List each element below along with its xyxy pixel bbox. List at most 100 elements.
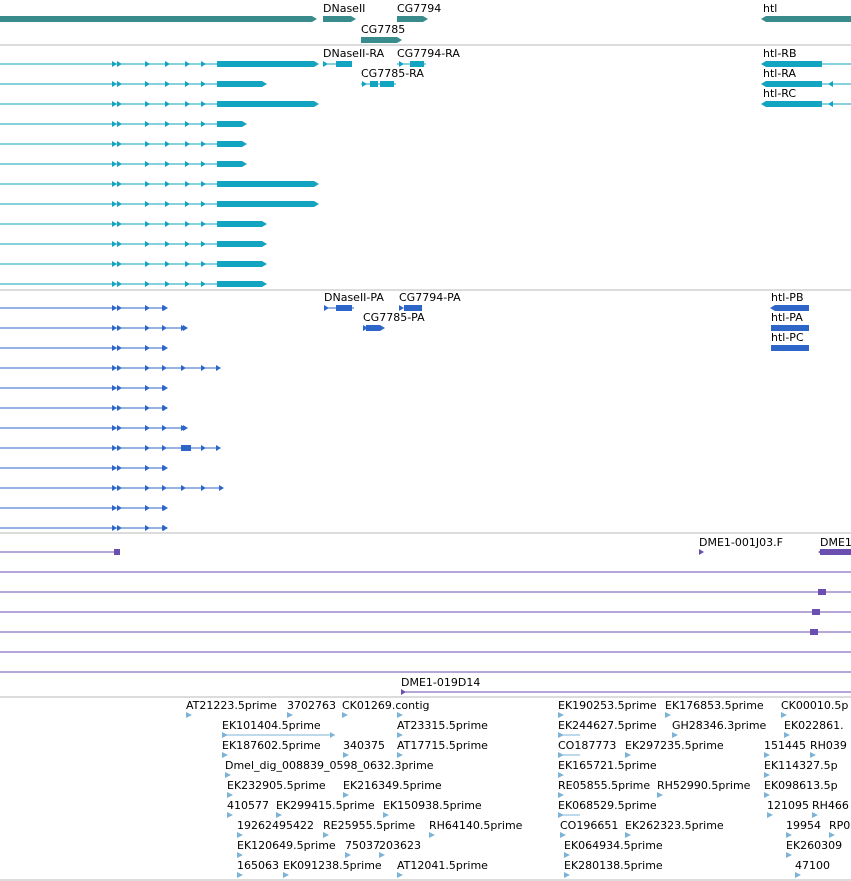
est-label[interactable]: 340375: [343, 739, 385, 752]
est-label[interactable]: EK101404.5prime: [222, 719, 321, 732]
est-glyph[interactable]: [810, 752, 816, 758]
exon-block[interactable]: [370, 81, 378, 87]
est-glyph[interactable]: [397, 872, 403, 878]
est-glyph[interactable]: [379, 852, 385, 858]
est-glyph[interactable]: [429, 832, 435, 838]
exon-block[interactable]: [217, 201, 314, 207]
gene-bar[interactable]: [361, 37, 397, 43]
est-label[interactable]: EK280138.5prime: [564, 859, 663, 872]
est-glyph[interactable]: [764, 792, 770, 798]
est-glyph[interactable]: [829, 832, 835, 838]
est-label[interactable]: CK00010.5p: [781, 699, 849, 712]
est-label[interactable]: 203623: [379, 839, 421, 852]
est-glyph[interactable]: [657, 792, 663, 798]
exon-block[interactable]: [217, 61, 314, 67]
clone-label-dme1-019d14[interactable]: DME1-019D14: [401, 676, 481, 689]
est-label[interactable]: EK150938.5prime: [383, 799, 482, 812]
est-glyph[interactable]: [558, 792, 564, 798]
est-glyph[interactable]: [795, 872, 801, 878]
transcript-label-cg7794-ra[interactable]: CG7794-RA: [397, 47, 460, 60]
transcript-label-dnaseii-ra[interactable]: DNaseII-RA: [323, 47, 385, 60]
exon-block[interactable]: [217, 121, 242, 127]
exon-block[interactable]: [336, 61, 352, 67]
clone-label-dme1[interactable]: DME1: [820, 536, 851, 549]
est-glyph[interactable]: [812, 812, 818, 818]
est-glyph[interactable]: [767, 812, 773, 818]
exon-block[interactable]: [410, 61, 424, 67]
clone-end[interactable]: [810, 629, 818, 635]
est-glyph[interactable]: [342, 712, 348, 718]
est-label[interactable]: EK120649.5prime: [237, 839, 336, 852]
est-label[interactable]: EK091238.5prime: [283, 859, 382, 872]
exon-block[interactable]: [775, 305, 809, 311]
est-label[interactable]: Dmel_dig_008839_0598_0632.3prime: [225, 759, 434, 772]
exon-block[interactable]: [217, 221, 262, 227]
est-glyph[interactable]: [625, 832, 631, 838]
est-glyph[interactable]: [186, 712, 192, 718]
est-glyph[interactable]: [227, 792, 233, 798]
est-label[interactable]: RH52990.5prime: [657, 779, 751, 792]
est-label[interactable]: 3702763: [287, 699, 336, 712]
transcript-label-htl-rc[interactable]: htl-RC: [763, 87, 797, 100]
exon-block[interactable]: [217, 81, 262, 87]
exon-block[interactable]: [217, 261, 262, 267]
est-label[interactable]: EK216349.5prime: [343, 779, 442, 792]
est-glyph[interactable]: [343, 792, 349, 798]
est-label[interactable]: CK01269.contig: [342, 699, 430, 712]
est-label[interactable]: AT12041.5prime: [397, 859, 488, 872]
protein-label-htl-pa[interactable]: htl-PA: [771, 311, 803, 324]
exon-block[interactable]: [771, 345, 809, 351]
protein-label-cg7794-pa[interactable]: CG7794-PA: [399, 291, 461, 304]
exon-block[interactable]: [766, 61, 822, 67]
est-label[interactable]: EK244627.5prime: [558, 719, 657, 732]
est-label[interactable]: CO187773: [558, 739, 617, 752]
est-label[interactable]: 19262495422: [237, 819, 314, 832]
est-glyph[interactable]: [781, 712, 787, 718]
gene-label-dnaseii[interactable]: DNaseII: [323, 2, 366, 15]
transcript-label-htl-rb[interactable]: htl-RB: [763, 47, 797, 60]
est-label[interactable]: AT21223.5prime: [186, 699, 277, 712]
est-label[interactable]: RH466: [812, 799, 849, 812]
gene-bar[interactable]: [323, 16, 351, 22]
est-glyph[interactable]: [237, 852, 243, 858]
est-label[interactable]: AT17715.5prime: [397, 739, 488, 752]
est-label[interactable]: EK176853.5prime: [665, 699, 764, 712]
est-label[interactable]: EK022861.: [784, 719, 844, 732]
est-label[interactable]: CO196651: [560, 819, 619, 832]
est-glyph[interactable]: [343, 752, 349, 758]
est-label[interactable]: EK299415.5prime: [276, 799, 375, 812]
est-label[interactable]: EK165721.5prime: [558, 759, 657, 772]
clone-end[interactable]: [820, 549, 851, 555]
exon-block[interactable]: [217, 281, 262, 287]
est-label[interactable]: RE25955.5prime: [323, 819, 416, 832]
est-label[interactable]: 75037: [345, 839, 380, 852]
protein-label-cg7785-pa[interactable]: CG7785-PA: [363, 311, 425, 324]
exon-block[interactable]: [181, 445, 191, 451]
est-label[interactable]: RH039: [810, 739, 847, 752]
gene-bar[interactable]: [397, 16, 423, 22]
est-glyph[interactable]: [786, 852, 792, 858]
gene-label-cg7785[interactable]: CG7785: [361, 23, 406, 36]
exon-block[interactable]: [404, 305, 422, 311]
gene-label-htl[interactable]: htl: [763, 2, 778, 15]
est-label[interactable]: EK098613.5p: [764, 779, 838, 792]
clone-end[interactable]: [818, 589, 826, 595]
est-label[interactable]: 121095: [767, 799, 809, 812]
est-label[interactable]: EK260309: [786, 839, 843, 852]
protein-label-dnaseii-pa[interactable]: DNaseII-PA: [324, 291, 384, 304]
est-label[interactable]: 47100: [795, 859, 830, 872]
est-glyph[interactable]: [397, 732, 403, 738]
est-glyph[interactable]: [287, 712, 293, 718]
est-label[interactable]: AT23315.5prime: [397, 719, 488, 732]
exon-block[interactable]: [217, 101, 314, 107]
exon-block[interactable]: [217, 161, 242, 167]
est-glyph[interactable]: [558, 772, 564, 778]
exon-block[interactable]: [217, 181, 314, 187]
est-glyph[interactable]: [397, 712, 403, 718]
est-glyph[interactable]: [558, 712, 564, 718]
exon-block[interactable]: [766, 101, 822, 107]
est-glyph[interactable]: [397, 752, 403, 758]
protein-label-htl-pc[interactable]: htl-PC: [771, 331, 804, 344]
est-label[interactable]: RE05855.5prime: [558, 779, 651, 792]
exon-block[interactable]: [366, 325, 380, 331]
